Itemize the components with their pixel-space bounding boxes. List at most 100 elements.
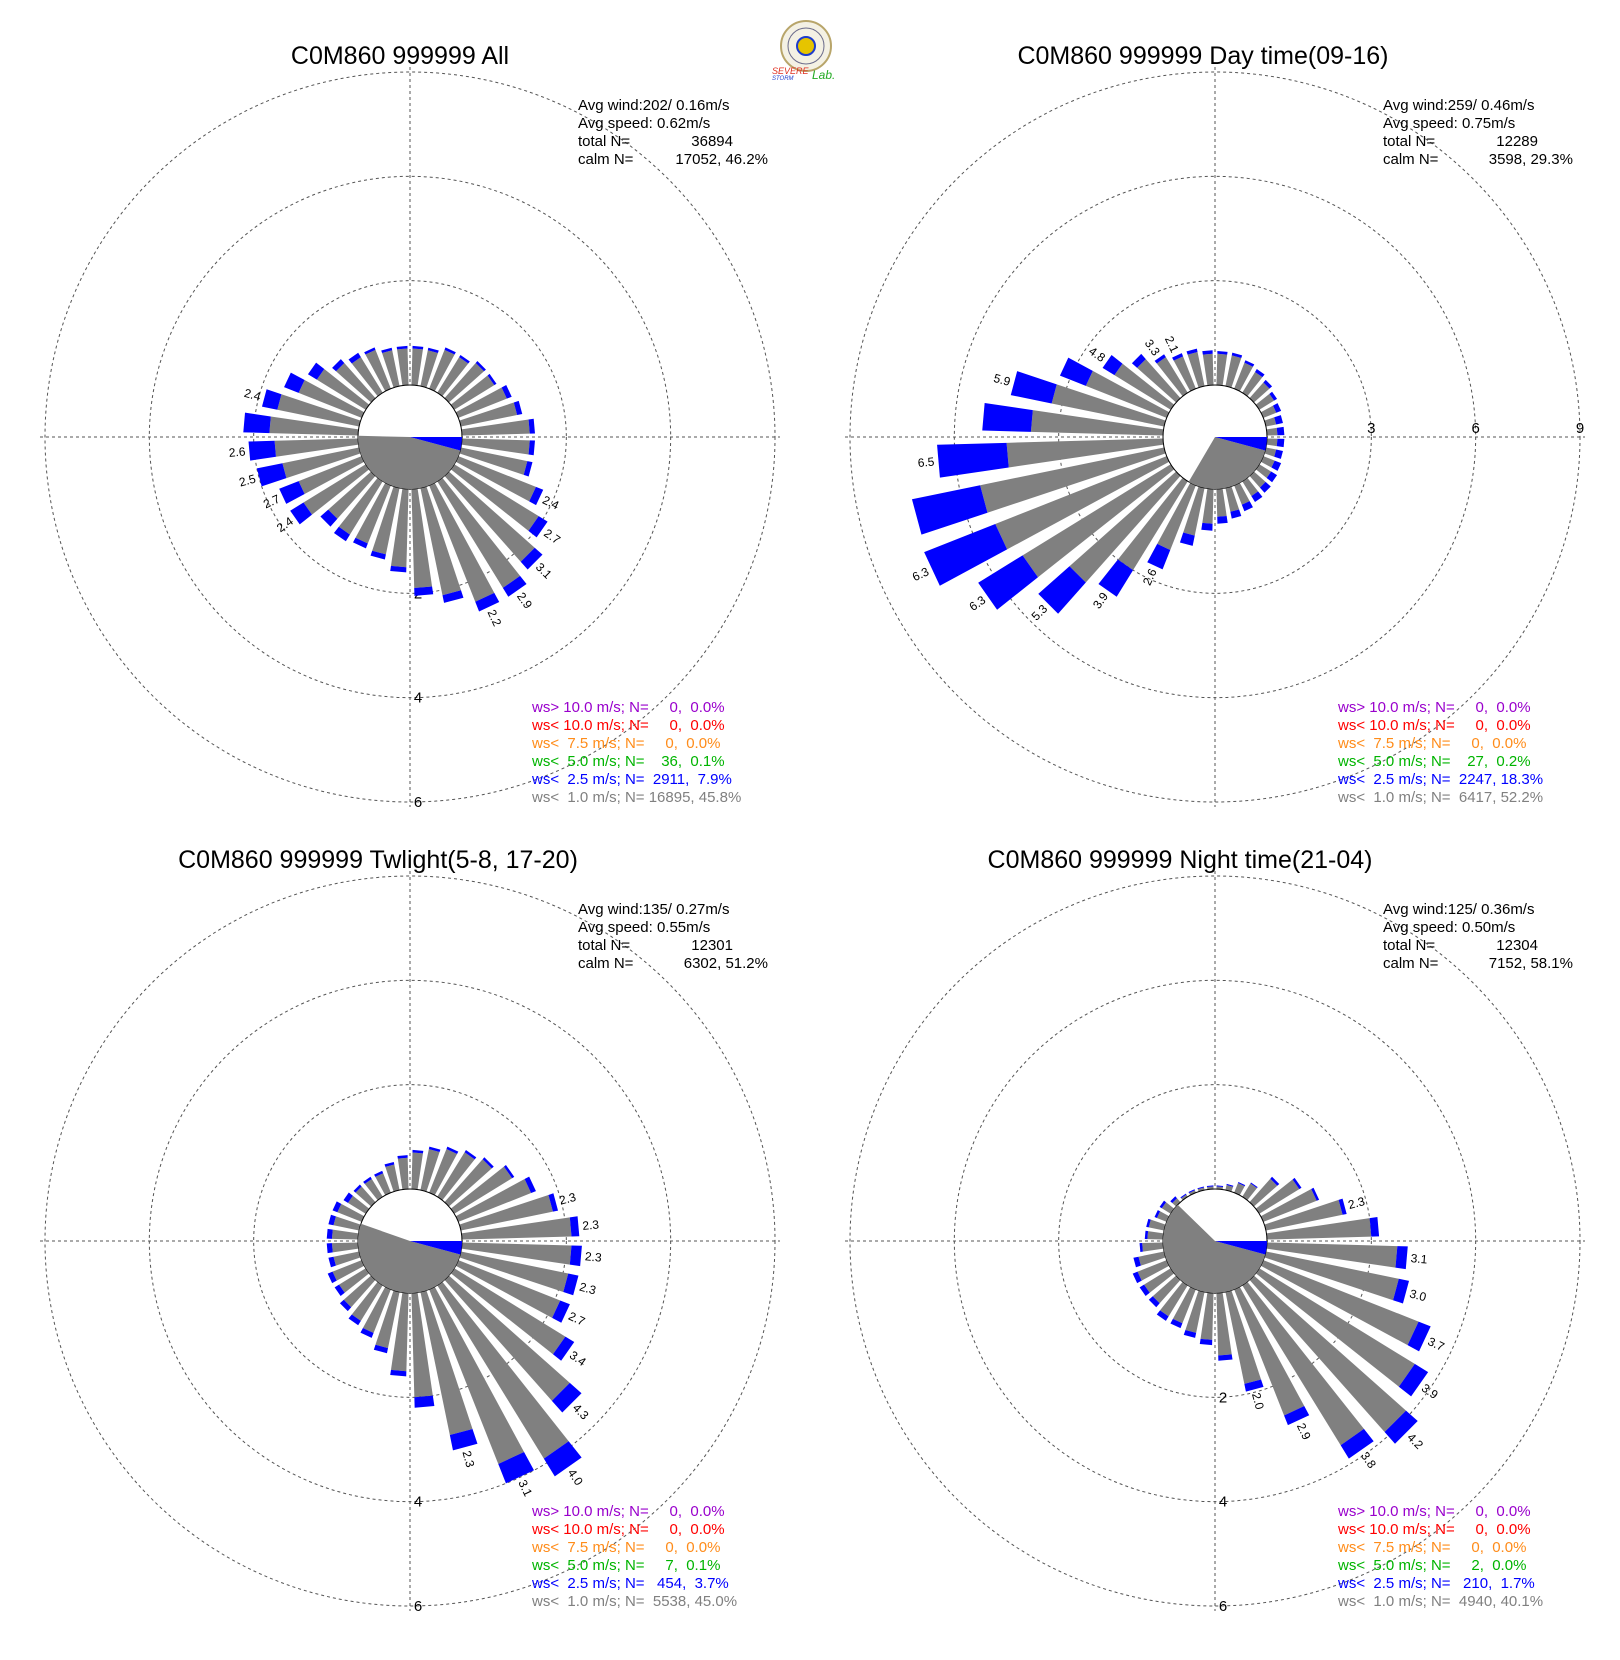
stat-calm-value: 17052, 46.2%: [675, 151, 768, 168]
bar-lt1: [450, 375, 495, 410]
bar-lt1: [1266, 438, 1278, 447]
bar-lt2-5: [1144, 1230, 1149, 1240]
bar-lt1: [1234, 482, 1250, 505]
bar-value-label: 2.3: [459, 1449, 477, 1469]
bar-lt1: [1255, 393, 1275, 410]
legend-entry: ws< 7.5 m/s; N= 0, 0.0%: [531, 1539, 720, 1556]
bar-lt1: [385, 1164, 400, 1192]
bar-lt1: [1255, 1179, 1300, 1214]
bar-lt2-5: [1338, 1198, 1347, 1215]
bar-lt2-5: [1170, 1196, 1178, 1204]
bar-lt2-5: [543, 1441, 582, 1477]
bar-lt1: [1142, 1242, 1164, 1252]
bar-lt2-5: [1217, 350, 1228, 355]
bar-lt2-5: [1398, 1363, 1429, 1397]
bar-lt2-5: [1180, 1193, 1187, 1199]
calm-slice: [1188, 437, 1266, 490]
bar-lt2-5: [353, 537, 368, 549]
bar-lt2-5: [384, 1161, 395, 1167]
bar-lt1: [1264, 1251, 1399, 1301]
bar-lt1: [1006, 438, 1164, 468]
bar-lt2-5: [1154, 354, 1166, 364]
bar-lt1: [333, 1216, 361, 1231]
bar-value-label: 2.7: [541, 526, 563, 547]
legend-entry: ws> 10.0 m/s; N= 0, 0.0%: [531, 1503, 725, 1520]
grid-ring: [253, 280, 567, 594]
bar-lt1: [298, 456, 365, 494]
bar-lt1: [332, 1260, 365, 1281]
bar-lt1: [1114, 363, 1175, 410]
bar-lt1: [1172, 1286, 1196, 1324]
bar-lt1: [1148, 1219, 1166, 1231]
bar-lt2-5: [1407, 1321, 1431, 1352]
bar-lt2-5: [911, 485, 988, 535]
bar-lt1: [364, 1178, 383, 1201]
bar-lt1: [347, 1195, 370, 1214]
bar-lt2-5: [327, 1271, 337, 1284]
bar-lt2-5: [503, 1164, 515, 1179]
bar-lt2-5: [333, 526, 350, 542]
logo-lab-text: Lab.: [812, 68, 835, 82]
stat-total-label: total N=: [1383, 937, 1435, 954]
logo-storm-text: STORM: [772, 76, 794, 82]
bar-lt1: [397, 1157, 409, 1190]
bar-lt2-5: [1218, 1354, 1233, 1361]
bar-lt2-5: [1131, 353, 1146, 368]
bar-lt1: [444, 1159, 492, 1207]
bar-lt1: [450, 1166, 513, 1214]
bar-lt1: [1137, 359, 1181, 403]
bar-lt1: [1137, 1260, 1170, 1281]
bar-lt2-5: [442, 590, 464, 603]
bar-lt2-5: [528, 440, 535, 456]
bar-value-label: 4.2: [1404, 1430, 1426, 1452]
bar-lt1: [1260, 456, 1275, 468]
bar-lt1: [461, 1217, 572, 1240]
bar-lt2-5: [1231, 352, 1243, 358]
bar-lt2-5: [446, 1146, 459, 1154]
bar-lt2-5: [1188, 1189, 1195, 1193]
wind-rose-panel: C0M860 999999 Day time(09-16) 3 6 9 2.6 3.9 5.…: [845, 42, 1585, 807]
grid-ring: [253, 1084, 567, 1398]
legend-entry: ws< 10.0 m/s; N= 0, 0.0%: [1337, 1521, 1531, 1538]
stat-calm-value: 7152, 58.1%: [1489, 955, 1573, 972]
stat-calm-label: calm N=: [1383, 151, 1439, 168]
stat-total-value: 12289: [1496, 133, 1538, 150]
bar-lt2-5: [552, 1336, 575, 1361]
bar-lt1: [429, 1148, 458, 1196]
bar-lt1: [455, 1179, 532, 1222]
legend-entry: ws< 5.0 m/s; N= 7, 0.1%: [531, 1557, 720, 1574]
stat-avg-wind: Avg wind:202/ 0.16m/s: [578, 97, 729, 114]
bar-lt2-5: [1148, 1296, 1160, 1308]
legend-entry: ws< 2.5 m/s; N= 210, 1.7%: [1337, 1575, 1535, 1592]
bar-value-label: 2.3: [582, 1217, 600, 1232]
bar-lt1: [316, 369, 370, 410]
ring-label: 6: [414, 1598, 422, 1615]
bar-lt1: [1266, 1242, 1398, 1268]
bar-lt2-5: [1102, 355, 1123, 376]
bar-lt2-5: [924, 523, 1008, 586]
bar-lt2-5: [343, 1192, 353, 1203]
bar-lt1: [1138, 1251, 1166, 1266]
stat-total-label: total N=: [1383, 133, 1435, 150]
bar-lt1: [362, 1286, 391, 1334]
severe-storm-lab-logo: SEVERE STORM Lab.: [772, 20, 835, 82]
bar-lt1: [282, 447, 361, 479]
bar-lt1: [333, 1251, 361, 1266]
bar-lt2-5: [1393, 1278, 1410, 1304]
bar-lt2-5: [412, 1149, 424, 1154]
bar-lt2-5: [1139, 1284, 1150, 1296]
bar-lt1: [995, 456, 1170, 550]
bar-lt2-5: [1230, 509, 1242, 519]
bar-lt1: [459, 1251, 569, 1292]
bar-lt2-5: [1276, 438, 1285, 448]
bar-lt2-5: [475, 592, 500, 612]
ring-label: 9: [1576, 420, 1584, 437]
wind-rose-panel: C0M860 999999 Night time(21-04) 2 4 6 2.3 3.1…: [845, 846, 1585, 1615]
bar-lt1: [390, 1292, 409, 1372]
bar-lt1: [1117, 477, 1188, 571]
bar-lt2-5: [1206, 1185, 1214, 1187]
bar-lt1: [1051, 384, 1166, 427]
bar-value-label: 2.4: [540, 493, 561, 513]
bar-lt1: [437, 357, 469, 397]
bar-lt1: [455, 387, 507, 418]
